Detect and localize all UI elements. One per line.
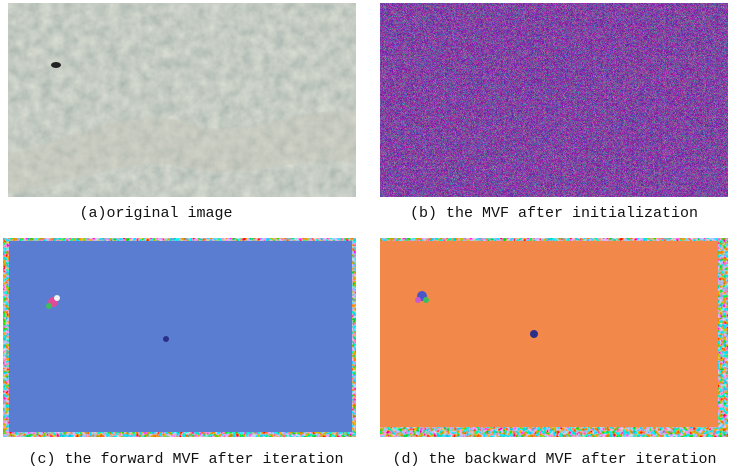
initial-mvf [380, 3, 728, 197]
backward-mvf [380, 238, 728, 437]
caption: (d) the backward MVF after iteration [372, 451, 737, 468]
figure-page: {"figure": {"panels": [ {"caption": "(a)… [0, 0, 737, 473]
original-image [8, 3, 356, 197]
caption: (b) the MVF after initialization [380, 205, 728, 222]
caption: (a)original image [0, 205, 312, 222]
forward-mvf [3, 238, 356, 437]
caption: (c) the forward MVF after iteration [0, 451, 372, 468]
